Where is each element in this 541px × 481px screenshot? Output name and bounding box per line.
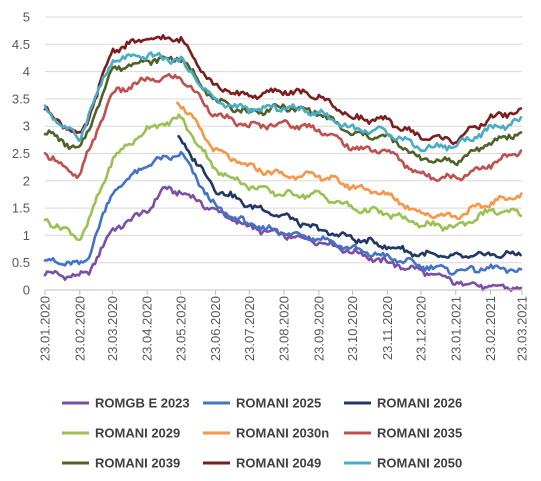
legend-label: ROMANI 2050 xyxy=(377,456,462,471)
y-tick-label: 3.5 xyxy=(12,91,30,106)
x-tick-label: 23.06.2020 xyxy=(208,296,223,361)
y-axis: 0 0.5 1 1.5 2 2.5 3 3.5 4 4.5 5 xyxy=(12,10,30,298)
y-tick-label: 5 xyxy=(23,10,30,25)
y-tick-label: 2.5 xyxy=(12,146,30,161)
x-tick-label: 23.03.2021 xyxy=(515,296,530,361)
series-line xyxy=(43,185,523,293)
series-line xyxy=(43,55,523,167)
x-tick-label: 23.12.2020 xyxy=(413,296,428,361)
legend-item: ROMANI 2026 xyxy=(344,396,462,411)
legend-item: ROMANI 2029 xyxy=(62,426,180,441)
y-tick-label: 2 xyxy=(23,173,30,188)
series-line xyxy=(43,113,523,242)
legend-label: ROMANI 2029 xyxy=(95,426,180,441)
gridlines xyxy=(45,16,522,291)
legend-item: ROMANI 2025 xyxy=(203,396,321,411)
legend-item: ROMANI 2030n xyxy=(203,426,329,441)
x-tick-label: 23.05.2020 xyxy=(173,296,188,361)
x-tick-label: 23.02.2021 xyxy=(483,296,498,361)
legend-item: ROMANI 2039 xyxy=(62,456,180,471)
x-tick-label: 23.08.2020 xyxy=(277,296,292,361)
series-line xyxy=(176,101,523,221)
x-axis: 23.01.2020 23.02.2020 23.03.2020 23.04.2020… xyxy=(38,289,530,361)
x-tick-label: 23.11.2020 xyxy=(380,296,395,360)
y-tick-label: 3 xyxy=(23,119,30,134)
legend-label: ROMANI 2030n xyxy=(236,426,329,441)
series-line xyxy=(43,151,523,276)
legend-item: ROMANI 2050 xyxy=(344,456,462,471)
x-tick-label: 23.09.2020 xyxy=(311,296,326,361)
y-tick-label: 0.5 xyxy=(12,255,30,270)
series-line xyxy=(177,135,522,260)
legend-label: ROMANI 2039 xyxy=(95,456,180,471)
legend-item: ROMGB E 2023 xyxy=(62,396,190,411)
y-tick-label: 4.5 xyxy=(12,37,30,52)
series-line xyxy=(43,51,523,153)
series-line xyxy=(43,72,523,183)
x-tick-label: 23.04.2020 xyxy=(140,296,155,361)
x-tick-label: 23.10.2020 xyxy=(345,296,360,361)
x-tick-label: 23.01.2021 xyxy=(448,296,463,361)
y-tick-label: 4 xyxy=(23,64,30,79)
y-tick-label: 1.5 xyxy=(12,201,30,216)
y-tick-label: 0 xyxy=(23,283,30,298)
legend-label: ROMGB E 2023 xyxy=(95,396,190,411)
legend-label: ROMANI 2035 xyxy=(377,426,462,441)
x-tick-label: 23.03.2020 xyxy=(105,296,120,361)
y-tick-label: 1 xyxy=(23,228,30,243)
legend-item: ROMANI 2049 xyxy=(203,456,321,471)
legend-label: ROMANI 2026 xyxy=(377,396,462,411)
legend-label: ROMANI 2025 xyxy=(236,396,321,411)
legend: ROMGB E 2023 ROMANI 2025 ROMANI 2026 ROMANI… xyxy=(62,396,462,471)
legend-item: ROMANI 2035 xyxy=(344,426,462,441)
x-tick-label: 23.01.2020 xyxy=(38,296,53,361)
series-line xyxy=(43,33,523,146)
legend-label: ROMANI 2049 xyxy=(236,456,321,471)
series-lines xyxy=(43,33,523,293)
x-tick-label: 23.07.2020 xyxy=(242,296,257,361)
x-tick-label: 23.02.2020 xyxy=(72,296,87,361)
